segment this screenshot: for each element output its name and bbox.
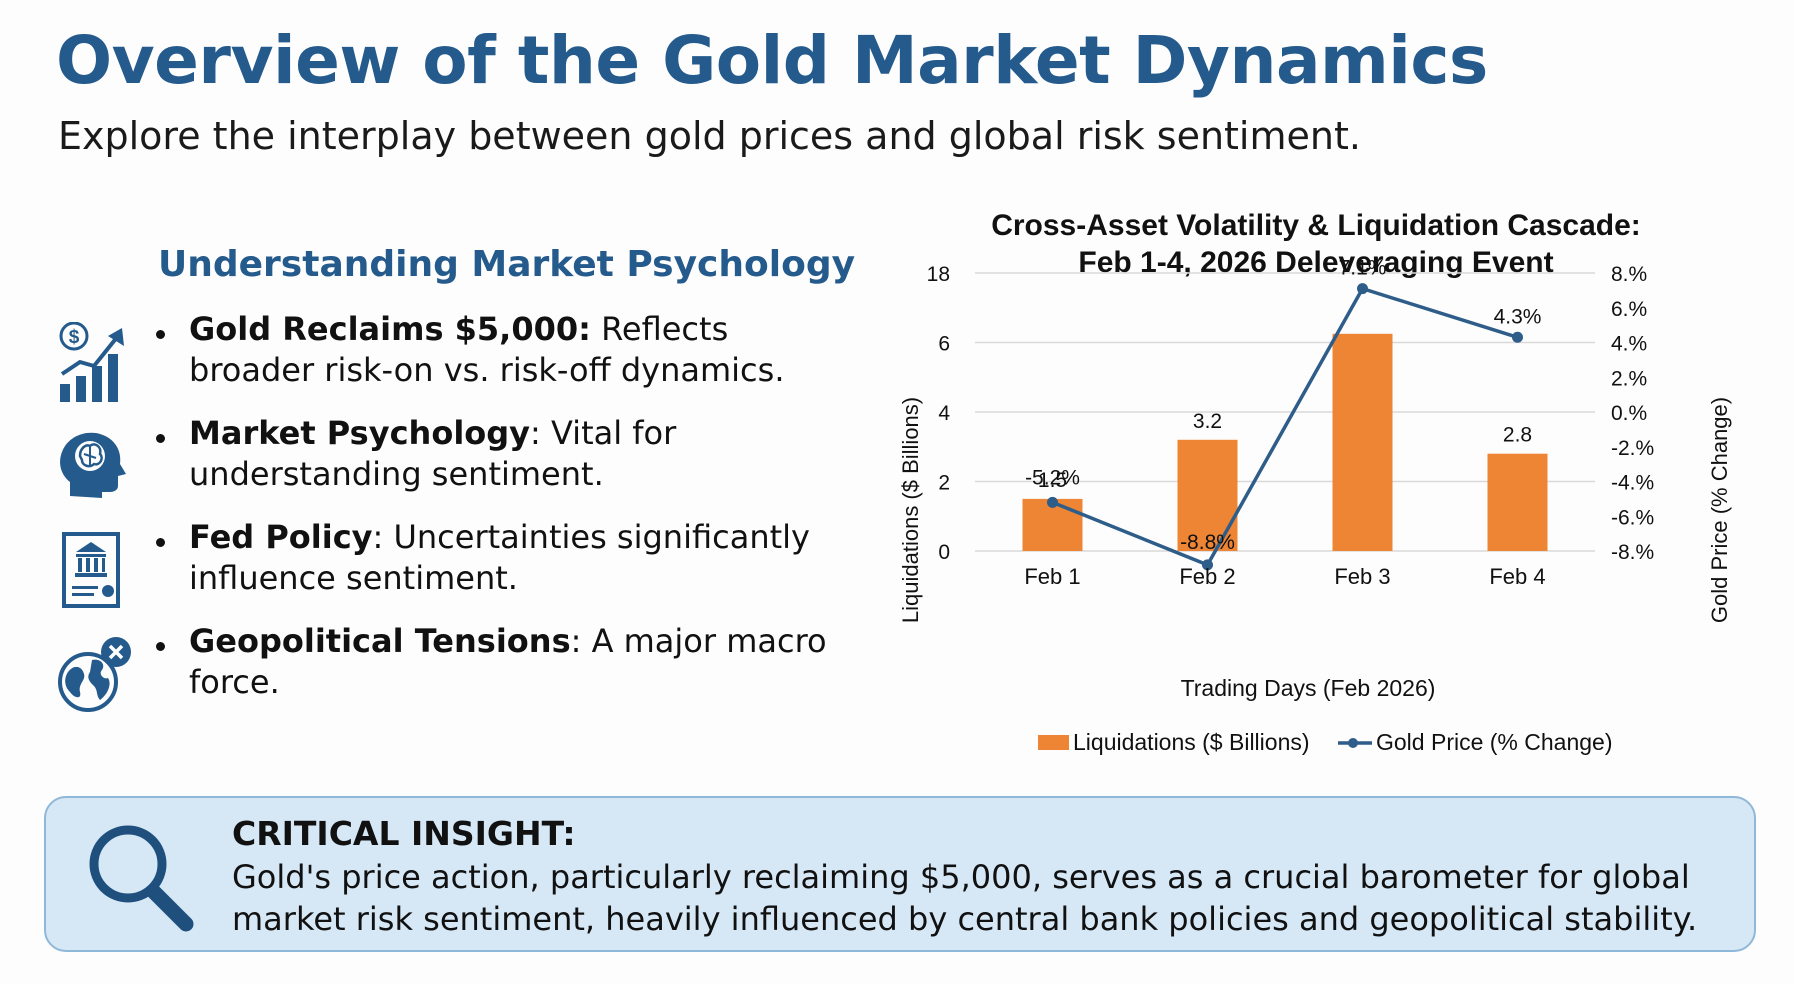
line-data-label: 7.1%	[1339, 257, 1387, 280]
x-tick-label: Feb 1	[1024, 564, 1080, 589]
y2-tick-label: 6.%	[1611, 298, 1647, 321]
bullet-dot	[156, 434, 165, 443]
bullet-bold: Fed Policy	[189, 518, 373, 556]
bullet-bold: Market Psychology	[189, 414, 531, 452]
y2-tick-label: 0.%	[1611, 402, 1647, 425]
y-tick-label: 2	[938, 472, 950, 495]
dollar-growth-chart-icon: $	[59, 322, 124, 402]
bullet-item: Geopolitical Tensions: A major macro for…	[56, 622, 836, 730]
legend-bar-label: Liquidations ($ Billions)	[1073, 729, 1310, 755]
y-tick-label: 0	[938, 541, 950, 564]
x-tick-label: Feb 2	[1179, 564, 1235, 589]
bank-document-icon	[62, 532, 120, 608]
bullet-body: : Uncertainties significantly influence …	[189, 518, 810, 597]
globe-tension-icon	[58, 637, 131, 712]
svg-text:$: $	[69, 327, 80, 348]
legend-bar-swatch	[1038, 735, 1069, 750]
bullet-bold: Geopolitical Tensions	[189, 622, 571, 660]
y-tick-label: 18	[927, 263, 950, 286]
insight-title: CRITICAL INSIGHT:	[232, 814, 576, 853]
bar	[1487, 453, 1548, 551]
y2-tick-label: -4.%	[1611, 472, 1654, 495]
bullet-body: : Vital for understanding sentiment.	[189, 414, 677, 493]
line-data-label: 4.3%	[1494, 305, 1542, 328]
y2-tick-label: 8.%	[1611, 263, 1647, 286]
bullet-dot	[156, 330, 165, 339]
line-point	[1512, 331, 1523, 343]
chart-legend: Liquidations ($ Billions) Gold Price (% …	[1038, 729, 1613, 755]
chart-subtitle: Feb 1-4, 2026 Deleveraging Event	[1078, 246, 1553, 279]
legend-line-label: Gold Price (% Change)	[1376, 729, 1613, 755]
y-tick-label: 6	[938, 333, 950, 356]
section-heading: Understanding Market Psychology	[158, 244, 856, 285]
page-title: Overview of the Gold Market Dynamics	[56, 22, 1488, 99]
bullet-text: Gold Reclaims $5,000: Reflects broader r…	[189, 309, 829, 391]
y2-axis-label: Gold Price (% Change)	[1707, 397, 1732, 623]
chart-title: Cross-Asset Volatility & Liquidation Cas…	[991, 209, 1641, 242]
chart-container: Cross-Asset Volatility & Liquidation Cas…	[880, 205, 1760, 765]
bullet-text: Market Psychology: Vital for understandi…	[189, 413, 829, 495]
bar-data-label: 2.8	[1503, 424, 1532, 447]
x-tick-label: Feb 3	[1334, 564, 1390, 589]
insight-box: CRITICAL INSIGHT: Gold's price action, p…	[44, 796, 1756, 952]
bullet-dot	[156, 642, 165, 651]
y2-tick-label: -2.%	[1611, 437, 1654, 460]
bullet-bold: Gold Reclaims $5,000:	[189, 310, 591, 348]
bullet-dot	[156, 538, 165, 547]
y2-tick-label: -6.%	[1611, 506, 1654, 529]
brain-head-icon	[60, 432, 126, 498]
bullet-item: Fed Policy: Uncertainties significantly …	[56, 518, 836, 626]
page-subtitle: Explore the interplay between gold price…	[58, 114, 1361, 158]
bar-data-label: 1.5	[1038, 469, 1067, 492]
x-tick-label: Feb 4	[1489, 564, 1545, 589]
y-axis-label: Liquidations ($ Billions)	[898, 397, 923, 623]
series-line	[1051, 286, 1519, 568]
y2-tick-label: 2.%	[1611, 367, 1647, 390]
bar-data-label: 3.2	[1193, 410, 1222, 433]
y2-tick-label: -8.%	[1611, 541, 1654, 564]
x-axis-label: Trading Days (Feb 2026)	[1181, 675, 1436, 701]
bullet-item: $ Gold Reclaims $5,000: Reflects broader…	[56, 310, 836, 418]
insight-body: Gold's price action, particularly reclai…	[232, 858, 1698, 938]
bullet-text: Geopolitical Tensions: A major macro for…	[189, 621, 829, 703]
line-point	[1202, 559, 1213, 571]
line-data-label: -5.2%	[1025, 466, 1080, 489]
bar	[1332, 333, 1393, 551]
y-tick-label: 4	[938, 402, 950, 425]
combo-chart: Cross-Asset Volatility & Liquidation Cas…	[898, 209, 1732, 755]
line-data-label: -8.8%	[1180, 531, 1235, 554]
line-point	[1047, 496, 1058, 508]
line-point	[1357, 283, 1368, 295]
y2-tick-label: 4.%	[1611, 333, 1647, 356]
bullet-text: Fed Policy: Uncertainties significantly …	[189, 517, 829, 599]
legend-line-marker	[1348, 738, 1358, 748]
bullet-body: : A major macro force.	[189, 622, 827, 701]
bullet-body: Reflects broader risk-on vs. risk-off dy…	[189, 310, 785, 389]
magnifier-icon	[89, 825, 194, 932]
bullet-item: Market Psychology: Vital for understandi…	[56, 414, 836, 522]
